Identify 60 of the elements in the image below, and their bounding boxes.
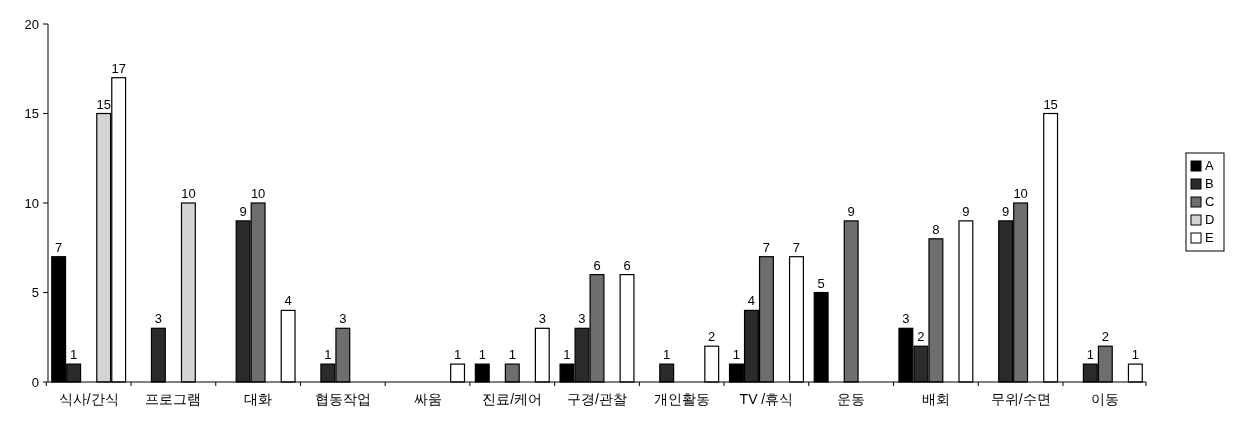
data-label: 3 <box>154 311 162 327</box>
data-label: 1 <box>732 347 741 363</box>
x-tick-label: 이동 <box>1091 391 1120 407</box>
data-label: 1 <box>563 347 571 363</box>
data-label: 3 <box>902 311 910 327</box>
x-tick-label: 진료/케어 <box>482 391 543 407</box>
data-label: 8 <box>932 221 940 237</box>
x-tick-label: 프로그램 <box>145 391 202 407</box>
legend-label: A <box>1205 158 1214 173</box>
data-label: 4 <box>747 293 756 309</box>
data-label: 1 <box>1131 347 1139 363</box>
data-label: 1 <box>508 347 516 363</box>
data-label: 5 <box>817 275 825 291</box>
data-label: 15 <box>1043 96 1058 112</box>
y-tick-label: 10 <box>24 195 39 211</box>
x-tick-label: 무위/수면 <box>990 391 1051 407</box>
legend-label: C <box>1205 194 1215 209</box>
data-label: 2 <box>1101 329 1109 345</box>
legend-label: E <box>1205 230 1214 245</box>
x-tick-label: TV /휴식 <box>739 391 794 407</box>
data-label: 10 <box>181 186 196 201</box>
data-label: 10 <box>250 186 266 201</box>
data-label: 9 <box>962 203 970 219</box>
data-label: 17 <box>111 60 126 76</box>
x-tick-label: 개인활동 <box>653 391 710 407</box>
x-tick-label: 운동 <box>837 391 866 407</box>
data-label: 7 <box>55 239 63 255</box>
data-label: 3 <box>339 311 347 327</box>
data-label: 1 <box>324 347 332 363</box>
y-tick-label: 20 <box>24 16 39 32</box>
data-label: 2 <box>917 329 925 345</box>
x-tick-label: 싸움 <box>413 391 442 407</box>
data-label: 7 <box>792 239 801 255</box>
data-label: 3 <box>578 311 586 327</box>
data-label: 1 <box>1086 347 1094 363</box>
data-label: 15 <box>96 96 111 112</box>
y-tick-label: 0 <box>31 374 39 390</box>
data-label: 1 <box>453 347 462 363</box>
data-label: 1 <box>70 347 78 363</box>
data-label: 6 <box>623 257 631 273</box>
legend-label: D <box>1205 212 1215 227</box>
legend-label: B <box>1205 176 1214 191</box>
y-tick-label: 5 <box>31 285 39 301</box>
x-tick-label: 협동작업 <box>314 391 371 407</box>
data-label: 9 <box>239 203 247 219</box>
data-label: 9 <box>1001 203 1010 219</box>
y-tick-label: 15 <box>24 106 39 122</box>
data-label: 9 <box>847 203 855 219</box>
data-label: 4 <box>284 293 292 309</box>
data-label: 10 <box>1013 186 1028 201</box>
data-label: 2 <box>708 329 716 345</box>
data-label: 1 <box>478 347 486 363</box>
x-tick-label: 배회 <box>921 391 950 407</box>
data-label: 3 <box>538 311 546 327</box>
data-label: 6 <box>593 257 601 273</box>
x-tick-label: 식사/간식 <box>58 391 119 407</box>
x-tick-label: 구경/관찰 <box>567 391 627 407</box>
data-label: 7 <box>762 239 771 255</box>
x-tick-label: 대화 <box>244 391 273 407</box>
data-label: 1 <box>663 347 671 363</box>
